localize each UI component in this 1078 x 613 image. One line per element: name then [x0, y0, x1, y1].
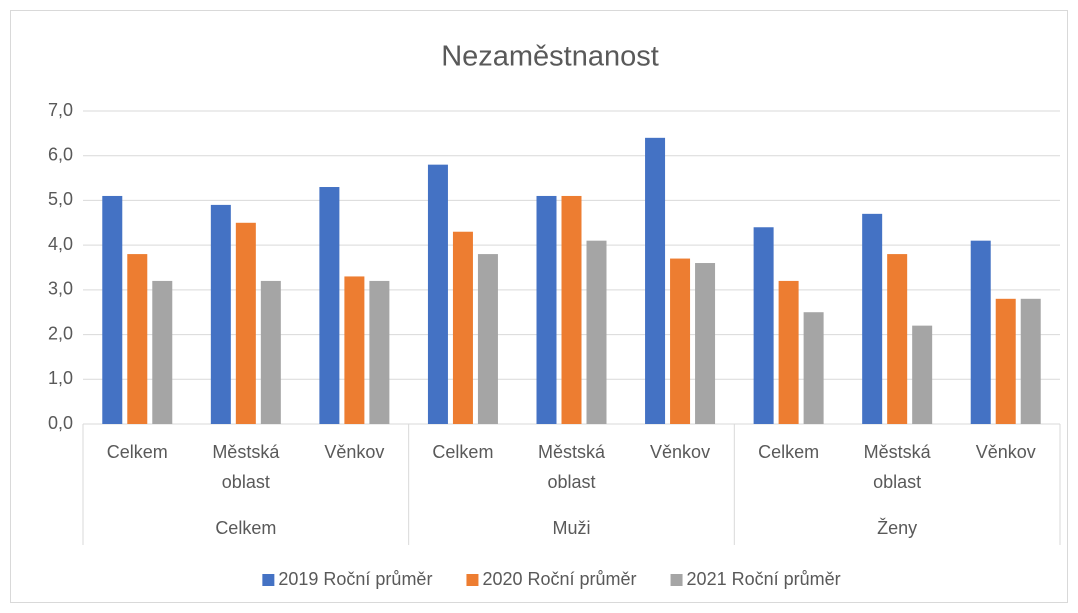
- bar: [427, 164, 448, 424]
- x-tick-label: Městská oblast: [538, 442, 606, 492]
- bar: [127, 254, 148, 424]
- bar: [586, 240, 607, 424]
- group-label: Muži: [552, 518, 590, 538]
- x-tick-label: Městská oblast: [212, 442, 280, 492]
- y-tick-label: 6,0: [48, 144, 73, 164]
- bar: [369, 280, 390, 424]
- legend-swatch: [262, 574, 275, 586]
- legend-swatch: [466, 574, 479, 586]
- bar: [995, 298, 1016, 424]
- x-tick-label: Celkem: [432, 442, 493, 462]
- group-label: Celkem: [215, 518, 276, 538]
- y-tick-label: 0,0: [48, 413, 73, 433]
- bar: [452, 231, 473, 424]
- bar: [536, 195, 557, 424]
- bar: [477, 254, 498, 424]
- bar: [803, 312, 824, 424]
- bar: [260, 280, 281, 424]
- y-tick-label: 2,0: [48, 323, 73, 343]
- bar: [912, 325, 933, 424]
- x-tick-label: Věnkov: [976, 442, 1036, 462]
- bar: [670, 258, 691, 424]
- legend-label: 2021 Roční průměr: [687, 569, 841, 589]
- y-tick-label: 3,0: [48, 279, 73, 299]
- x-tick-label: Celkem: [758, 442, 819, 462]
- x-tick-label: Věnkov: [650, 442, 710, 462]
- x-tick-label: Věnkov: [324, 442, 384, 462]
- bar: [695, 263, 716, 424]
- legend-swatch: [670, 574, 683, 586]
- bar: [235, 222, 256, 424]
- bar: [778, 280, 799, 424]
- bar: [152, 280, 173, 424]
- y-tick-label: 4,0: [48, 234, 73, 254]
- bar: [1020, 298, 1041, 424]
- x-tick-label: Městská oblast: [864, 442, 932, 492]
- legend-label: 2020 Roční průměr: [482, 569, 636, 589]
- bar: [887, 254, 908, 424]
- bar: [645, 137, 666, 425]
- bar: [344, 276, 365, 424]
- bar: [970, 240, 991, 424]
- y-tick-label: 7,0: [48, 100, 73, 120]
- y-tick-label: 1,0: [48, 368, 73, 388]
- bar: [319, 187, 340, 424]
- bar: [102, 195, 123, 424]
- group-label: Ženy: [877, 518, 917, 538]
- bar: [561, 195, 582, 424]
- legend-label: 2019 Roční průměr: [278, 569, 432, 589]
- bar: [210, 204, 231, 424]
- bar: [862, 213, 883, 424]
- bar: [753, 227, 774, 424]
- x-tick-label: Celkem: [107, 442, 168, 462]
- y-tick-label: 5,0: [48, 189, 73, 209]
- chart-title: Nezaměstnanost: [441, 41, 659, 73]
